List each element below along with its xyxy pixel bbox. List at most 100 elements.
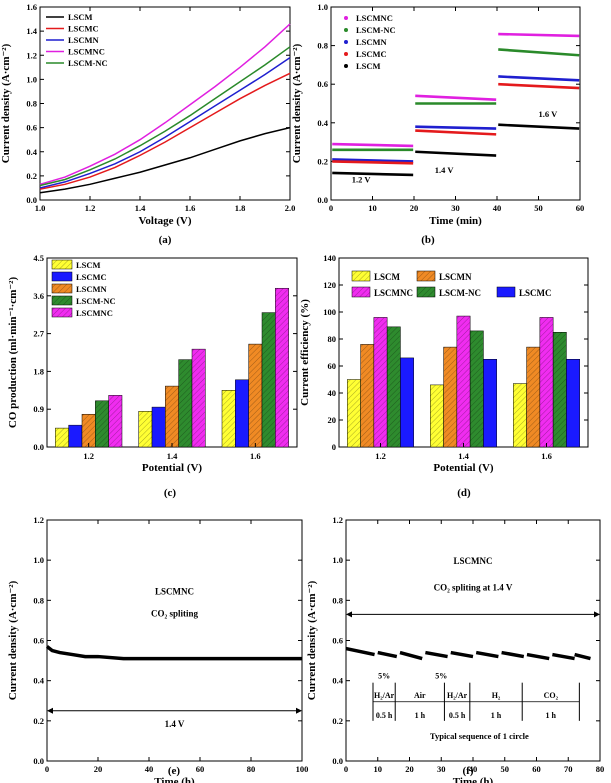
legend-label: LSCM <box>76 260 101 270</box>
series-segment <box>450 650 474 659</box>
annotation-label: 5% <box>378 672 390 681</box>
legend-label: LSCMN <box>439 272 472 282</box>
chart-a-y-tick-label: 1.4 <box>26 26 37 36</box>
chart-a-x-tick-label: 1.2 <box>85 203 96 213</box>
series-trace-LSCMC <box>332 160 414 165</box>
chart-f-y-tick-label: 0.6 <box>332 636 343 646</box>
chart-d-y-tick-label: 60 <box>328 361 337 371</box>
legend-label: LSCM-NC <box>356 25 396 35</box>
bar-LSCMNC <box>191 348 206 448</box>
chart-f-x-tick-label: 20 <box>405 764 414 774</box>
chart-b-y-tick-label: 1.0 <box>317 2 328 12</box>
bar-LSCM <box>138 411 153 448</box>
bar-LSCM <box>430 384 444 448</box>
chart-f-y-tick-label: 0.4 <box>332 676 343 686</box>
chart-f-x-tick-label: 80 <box>596 764 605 774</box>
legend-label: LSCM <box>356 61 381 71</box>
bar-LSCMNC <box>275 287 289 448</box>
bar-LSCM-NC <box>469 330 484 448</box>
annotation-label: 1.2 V <box>352 175 372 185</box>
legend-label: LSCMN <box>356 37 388 47</box>
legend-label: LSCMC <box>68 24 99 34</box>
bar-LSCMC <box>151 406 166 448</box>
chart-e-y-tick-label: 1.2 <box>33 515 44 525</box>
chart-d-y-axis-label: Current efficiency (%) <box>299 299 311 406</box>
sequence-duration-label: 1 h <box>546 711 557 720</box>
legend-swatch <box>51 271 73 282</box>
legend-swatch <box>351 286 371 298</box>
series-trace-LSCM <box>498 123 580 130</box>
series-trace-LSCMN <box>415 125 497 130</box>
bar-LSCMN <box>360 344 375 448</box>
legend-swatch <box>51 259 73 270</box>
sequence-duration-label: 1 h <box>491 711 502 720</box>
chart-d-y-tick-label: 20 <box>328 415 337 425</box>
series-trace-LSCM <box>332 171 414 177</box>
legend-label: LSCMC <box>519 288 552 298</box>
legend-label: LSCMNC <box>356 13 393 23</box>
legend-label: LSCMN <box>68 35 100 45</box>
chart-b-x-tick-label: 30 <box>451 203 460 213</box>
legend-swatch <box>51 307 73 318</box>
bar-LSCM-NC <box>552 332 567 448</box>
chart-e-y-tick-label: 0.6 <box>33 636 44 646</box>
chart-b-y-tick-label: 0.6 <box>317 79 328 89</box>
chart-b: 0 10 20 30 40 50 60 0.0 0.2 0.4 0.6 0.8 1.0 Time (min… <box>291 2 584 227</box>
chart-d-y-tick-label: 80 <box>328 334 337 344</box>
legend-swatch <box>416 270 436 282</box>
series-segment <box>552 652 575 661</box>
chart-f-x-tick-label: 70 <box>564 764 573 774</box>
chart-d-y-tick-label: 40 <box>328 388 337 398</box>
chart-d-x-axis-label: Potential (V) <box>433 462 494 474</box>
legend-swatch <box>51 283 73 294</box>
bar-LSCMNC <box>456 315 471 448</box>
series-trace-LSCMNC <box>332 142 414 148</box>
chart-c-y-tick-label: 0.0 <box>33 442 44 452</box>
series-segment <box>574 652 591 661</box>
legend-marker <box>344 64 348 68</box>
legend-label: LSCMNC <box>374 288 413 298</box>
series-segment <box>501 650 525 659</box>
chart-f-x-tick-label: 30 <box>437 764 446 774</box>
series-line-LSCMNC <box>39 23 291 186</box>
series-segment <box>399 650 423 661</box>
legend-label: LSCMNC <box>76 308 113 318</box>
annotation-label: 1.6 V <box>539 109 559 119</box>
legend-label: LSCM-NC <box>439 288 481 298</box>
chart-e-y-tick-label: 0.0 <box>33 756 44 766</box>
arrow-head-right <box>296 707 302 714</box>
series-trace-LSCMN <box>498 75 580 82</box>
legend-label: LSCM <box>68 12 93 22</box>
legend-marker <box>344 40 348 44</box>
panel-label: (a) <box>159 234 172 246</box>
annotation-label: CO₂ spliting <box>151 608 198 618</box>
legend-label: LSCMC <box>76 272 107 282</box>
chart-d-x-tick-label: 1.6 <box>541 451 552 461</box>
chart-f-x-tick-label: 10 <box>374 764 383 774</box>
chart-f-y-tick-label: 0.0 <box>332 756 343 766</box>
bar-LSCMNC <box>539 317 554 448</box>
chart-e-y-tick-label: 0.2 <box>33 716 44 726</box>
annotation-label: LSCMNC <box>155 586 194 596</box>
chart-d-x-tick-label: 1.4 <box>458 451 469 461</box>
legend-label: LSCM <box>374 272 401 282</box>
chart-f-x-tick-label: 60 <box>532 764 541 774</box>
series-segment <box>526 652 550 661</box>
legend-swatch <box>351 270 371 282</box>
chart-a-x-tick-label: 1.4 <box>135 203 146 213</box>
chart-e-x-axis-label: Time (h) <box>154 776 195 783</box>
chart-e-y-tick-label: 1.0 <box>33 555 44 565</box>
series-trace-LSCMNC <box>415 94 497 101</box>
chart-b-x-tick-label: 10 <box>368 203 377 213</box>
chart-c-x-axis-label: Potential (V) <box>142 462 203 474</box>
chart-e: 0 20 40 60 80 100 0.0 0.2 0.4 0.6 0.8 1.0 1.2 Time (h… <box>7 515 308 783</box>
chart-e-x-tick-label: 60 <box>196 764 205 774</box>
chart-e-y-tick-label: 0.8 <box>33 595 44 605</box>
chart-b-y-tick-label: 0.2 <box>317 156 328 166</box>
chart-d: 0 20 40 60 80 100 120 140 Potential (V) Current e… <box>299 253 589 474</box>
series-trace-LSCMC <box>498 82 580 90</box>
chart-b-x-tick-label: 50 <box>534 203 543 213</box>
chart-a-y-tick-label: 0.4 <box>26 147 37 157</box>
chart-a: 1.0 1.2 1.4 1.6 1.8 2.0 0.0 0.2 0.4 0.6 0.8 1.0 1.2 1… <box>0 2 295 227</box>
bar-LSCMC <box>400 357 414 448</box>
